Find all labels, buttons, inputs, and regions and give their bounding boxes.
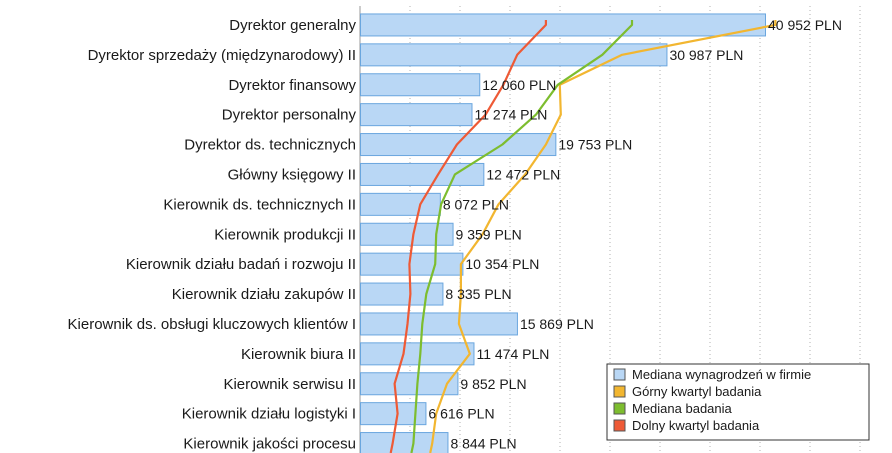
category-label: Kierownik biura II	[241, 346, 356, 363]
data-label: 6 616 PLN	[428, 406, 494, 422]
legend-entry: Górny kwartyl badania	[632, 384, 762, 399]
bar	[360, 372, 459, 396]
legend: Mediana wynagrodzeń w firmie Górny kwarty…	[606, 363, 870, 441]
data-label: 40 952 PLN	[768, 17, 842, 33]
data-label: 10 354 PLN	[465, 256, 539, 272]
category-label: Dyrektor personalny	[222, 107, 357, 124]
line-series	[389, 19, 777, 453]
bar	[360, 73, 481, 97]
bar	[360, 402, 427, 426]
bar	[360, 43, 668, 67]
legend-swatch	[613, 368, 626, 381]
data-label: 15 869 PLN	[520, 316, 594, 332]
legend-entry: Mediana badania	[632, 401, 733, 416]
legend-entry: Mediana wynagrodzeń w firmie	[632, 367, 811, 382]
category-label: Kierownik produkcji II	[214, 226, 356, 243]
data-label: 11 474 PLN	[476, 346, 549, 362]
bar	[360, 252, 464, 276]
category-label: Kierownik ds. technicznych II	[163, 196, 356, 213]
bar	[360, 103, 473, 127]
value-labels: 40 952 PLN 30 987 PLN 12 060 PLN 11 274 PLN…	[428, 17, 842, 452]
data-label: 9 359 PLN	[456, 226, 522, 242]
category-label: Kierownik działu zakupów II	[172, 286, 356, 303]
legend-swatch	[613, 419, 626, 432]
series-line	[389, 19, 548, 453]
bar	[360, 192, 441, 216]
data-label: 12 472 PLN	[486, 166, 560, 182]
data-label: 12 060 PLN	[482, 77, 556, 93]
category-label: Dyrektor ds. technicznych	[184, 137, 356, 154]
category-label: Główny księgowy II	[228, 166, 356, 183]
category-label: Dyrektor sprzedaży (międzynarodowy) II	[88, 47, 356, 64]
data-label: 8 335 PLN	[445, 286, 511, 302]
bar	[360, 432, 449, 453]
data-label: 11 274 PLN	[474, 107, 547, 123]
legend-swatch	[613, 402, 626, 415]
category-label: Kierownik jakości procesu	[183, 436, 356, 453]
legend-box	[606, 363, 870, 441]
bar	[360, 342, 475, 366]
bar	[360, 282, 444, 306]
category-label: Kierownik ds. obsługi kluczowych klientó…	[68, 316, 356, 333]
bar	[360, 13, 766, 37]
legend-swatch	[613, 385, 626, 398]
series-line	[410, 19, 634, 453]
category-label: Kierownik serwisu II	[223, 376, 356, 393]
category-label: Kierownik działu badań i rozwoju II	[126, 256, 356, 273]
bar	[360, 222, 454, 246]
series-line	[429, 19, 777, 453]
category-label: Dyrektor generalny	[229, 17, 356, 34]
data-label: 9 852 PLN	[460, 376, 526, 392]
bar	[360, 312, 518, 336]
data-label: 8 072 PLN	[443, 196, 509, 212]
category-label: Dyrektor finansowy	[228, 77, 356, 94]
bar-series	[360, 13, 766, 453]
data-label: 8 844 PLN	[450, 436, 516, 452]
category-label: Kierownik działu logistyki I	[182, 406, 356, 423]
category-labels: Dyrektor generalny Dyrektor sprzedaży (mi…	[68, 17, 357, 453]
data-label: 30 987 PLN	[669, 47, 743, 63]
data-label: 19 753 PLN	[558, 137, 632, 153]
legend-entry: Dolny kwartyl badania	[632, 418, 760, 433]
